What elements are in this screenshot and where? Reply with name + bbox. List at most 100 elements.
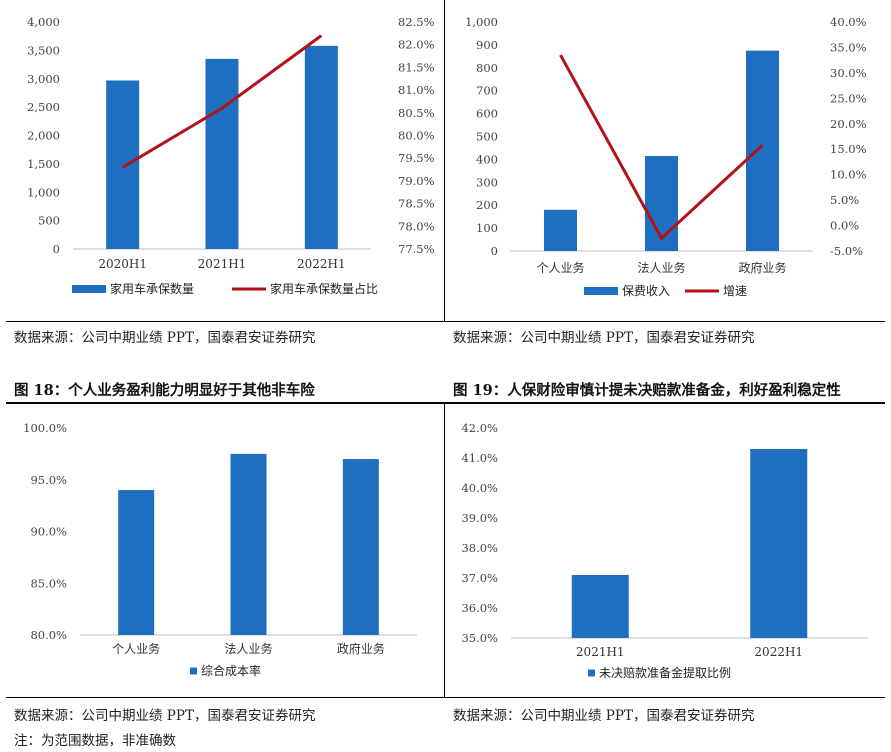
- bottom-divider: [444, 402, 445, 697]
- y-left-tick-label: 95.0%: [30, 473, 67, 487]
- bar: [304, 45, 338, 250]
- top-rule: [6, 321, 885, 322]
- y-right-tick-label: 77.5%: [398, 242, 435, 256]
- y-left-tick-label: 3,000: [27, 72, 60, 86]
- category-label: 法人业务: [637, 260, 685, 275]
- y-left-tick-label: 4,000: [27, 15, 60, 29]
- bar: [230, 453, 267, 635]
- y-right-tick-label: 79.5%: [398, 151, 435, 165]
- y-right-tick-label: 20.0%: [830, 117, 867, 131]
- category-label: 政府业务: [337, 641, 385, 656]
- bar: [544, 209, 577, 251]
- bar: [571, 575, 629, 638]
- source-bottom-right: 数据来源：公司中期业绩 PPT，国泰君安证券研究: [453, 708, 755, 724]
- y-left-tick-label: 0: [491, 244, 498, 258]
- caption-fig19: 图 19：人保财险审慎计提未决赔款准备金，利好盈利稳定性: [453, 382, 841, 399]
- chart-panel-combined-ratio: 80.0% 85.0% 90.0% 95.0% 100.0% 个人业务 法人业务 政府业务 综合…: [0, 404, 444, 696]
- category-label: 法人业务: [224, 641, 272, 656]
- y-right-tick-label: 5.0%: [830, 193, 859, 207]
- top-divider: [444, 0, 445, 321]
- legend-label: 保费收入: [622, 284, 670, 298]
- y-right-tick-label: 35.0%: [830, 40, 867, 54]
- legend-swatch-bar: [72, 285, 106, 293]
- y-left-tick-label: 500: [38, 214, 60, 228]
- y-right-tick-label: 40.0%: [830, 15, 867, 29]
- series-line: [121, 34, 323, 169]
- caption-fig18: 图 18：个人业务盈利能力明显好于其他非车险: [14, 382, 315, 399]
- legend-label: 综合成本率: [201, 663, 261, 678]
- source-top-left: 数据来源：公司中期业绩 PPT，国泰君安证券研究: [14, 330, 316, 346]
- legend-swatch-bar: [588, 669, 595, 677]
- y-right-tick-label: 30.0%: [830, 66, 867, 80]
- y-left-tick-label: 100: [476, 221, 498, 235]
- category-label: 2021H1: [198, 257, 247, 271]
- y-left-tick-label: 400: [476, 152, 498, 166]
- category-label: 个人业务: [112, 641, 160, 656]
- y-left-tick-label: 2,000: [27, 129, 60, 143]
- category-label: 政府业务: [738, 260, 786, 275]
- y-left-tick-label: 39.0%: [461, 511, 498, 525]
- y-left-tick-label: 90.0%: [30, 525, 67, 539]
- y-right-tick-label: 15.0%: [830, 142, 867, 156]
- y-right-tick-label: 10.0%: [830, 168, 867, 182]
- y-left-tick-label: 800: [476, 61, 498, 75]
- category-label: 2022H1: [297, 257, 346, 271]
- y-left-tick-label: 700: [476, 84, 498, 98]
- y-right-tick-label: 82.5%: [398, 15, 435, 29]
- y-left-tick-label: 500: [476, 130, 498, 144]
- y-right-tick-label: 80.5%: [398, 106, 435, 120]
- y-left-tick-label: 100.0%: [23, 421, 67, 435]
- y-left-tick-label: 41.0%: [461, 451, 498, 465]
- y-left-tick-label: 37.0%: [461, 571, 498, 585]
- legend-swatch-bar: [584, 287, 618, 295]
- y-right-tick-label: 81.5%: [398, 60, 435, 74]
- legend-label: 家用车承保数量: [110, 281, 194, 296]
- category-label: 2022H1: [754, 645, 803, 659]
- series-line: [559, 54, 764, 241]
- bar: [106, 80, 140, 249]
- y-left-tick-label: 200: [476, 198, 498, 212]
- bar: [746, 50, 779, 251]
- y-right-tick-label: 82.0%: [398, 38, 435, 52]
- legend-swatch-bar: [190, 667, 197, 675]
- chart-panel-reserve-ratio: 35.0% 36.0% 37.0% 38.0% 39.0% 40.0% 41.0% 42.0%…: [445, 404, 885, 696]
- category-label: 2021H1: [576, 645, 625, 659]
- y-left-tick-label: 300: [476, 175, 498, 189]
- bar: [118, 490, 155, 635]
- y-right-tick-label: 0.0%: [830, 219, 859, 233]
- y-right-tick-label: -5.0%: [830, 244, 863, 258]
- y-left-tick-label: 2,500: [27, 100, 60, 114]
- y-left-tick-label: 42.0%: [461, 421, 498, 435]
- bottom-rule: [6, 697, 885, 698]
- chart-car-coverage: 0 500 1,000 1,500 2,000 2,500 3,000 3,500 4,000 7…: [27, 15, 435, 296]
- y-left-tick-label: 85.0%: [30, 576, 67, 590]
- y-left-tick-label: 900: [476, 38, 498, 52]
- chart-panel-car-coverage: 0 500 1,000 1,500 2,000 2,500 3,000 3,500 4,000 7…: [0, 0, 444, 320]
- bar: [645, 155, 678, 251]
- y-left-tick-label: 1,500: [27, 157, 60, 171]
- y-left-tick-label: 36.0%: [461, 601, 498, 615]
- y-left-tick-label: 1,000: [465, 15, 498, 29]
- y-left-tick-label: 3,500: [27, 43, 60, 57]
- category-label: 个人业务: [536, 260, 584, 275]
- y-right-tick-label: 80.0%: [398, 129, 435, 143]
- source-bottom-left: 数据来源：公司中期业绩 PPT，国泰君安证券研究: [14, 708, 316, 724]
- category-label: 2020H1: [98, 257, 147, 271]
- bar: [750, 449, 808, 638]
- y-left-tick-label: 600: [476, 107, 498, 121]
- chart-combined-ratio: 80.0% 85.0% 90.0% 95.0% 100.0% 个人业务 法人业务 政府业务综合…: [23, 421, 417, 678]
- y-left-tick-label: 38.0%: [461, 541, 498, 555]
- chart-premium-income: 0 100 200 300 400 500 600 700 800 900 1,000 -5.0% 0.…: [465, 15, 867, 298]
- bar: [205, 58, 239, 250]
- legend-label: 未决赔款准备金提取比例: [599, 665, 731, 680]
- y-left-tick-label: 35.0%: [461, 631, 498, 645]
- y-right-tick-label: 78.0%: [398, 219, 435, 233]
- y-left-tick-label: 0: [53, 242, 60, 256]
- chart-panel-premium-income: 0 100 200 300 400 500 600 700 800 900 1,000 -5.0% 0.…: [445, 0, 885, 320]
- y-right-tick-label: 81.0%: [398, 83, 435, 97]
- y-left-tick-label: 40.0%: [461, 481, 498, 495]
- legend-label: 家用车承保数量占比: [270, 281, 378, 296]
- bar: [342, 459, 379, 635]
- mid-rule: [6, 402, 885, 404]
- y-left-tick-label: 1,000: [27, 185, 60, 199]
